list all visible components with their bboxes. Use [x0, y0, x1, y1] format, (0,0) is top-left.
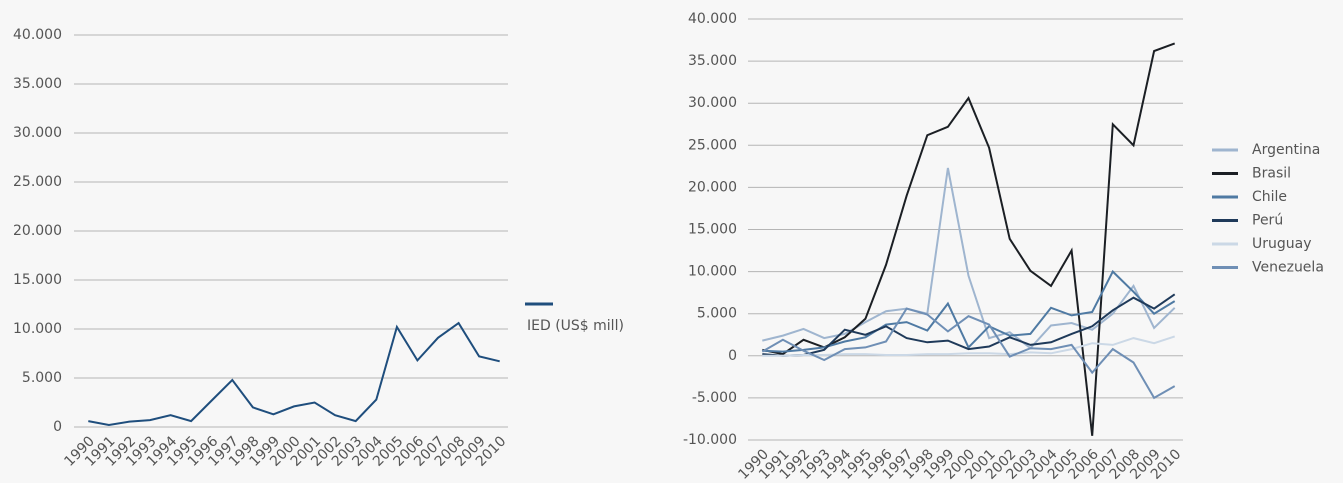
series-line: [762, 167, 1176, 350]
legend-label: Venezuela: [1252, 260, 1324, 276]
legend-label: Uruguay: [1252, 236, 1312, 252]
y-tick-label: 20.000: [13, 223, 62, 239]
legend-label: Perú: [1252, 213, 1283, 229]
y-tick-label: 25.000: [13, 174, 62, 190]
y-tick-label: 0: [53, 419, 62, 435]
y-tick-label: 25.000: [688, 137, 737, 153]
series-line: [761, 307, 1176, 400]
y-tick-label: -10.000: [683, 432, 737, 448]
legend-label: IED (US$ mill): [527, 318, 624, 334]
y-tick-label: 15.000: [13, 272, 62, 288]
series-line: [762, 269, 1176, 353]
series-line: [88, 321, 500, 427]
y-tick-label: 35.000: [13, 76, 62, 92]
y-tick-label: 5.000: [22, 370, 62, 386]
y-tick-label: 5.000: [697, 306, 737, 322]
y-tick-label: 40.000: [688, 11, 737, 27]
series-line: [762, 293, 1176, 357]
y-tick-label: 40.000: [13, 27, 62, 43]
y-tick-label: 35.000: [688, 53, 737, 69]
y-tick-label: 10.000: [688, 264, 737, 280]
series-line: [762, 335, 1176, 357]
legend-label: Brasil: [1252, 166, 1291, 182]
y-tick-label: -5.000: [692, 390, 737, 406]
series-line: [762, 42, 1176, 436]
legend-label: Argentina: [1252, 142, 1320, 158]
legend-label: Chile: [1252, 189, 1287, 205]
y-tick-label: 0: [728, 348, 737, 364]
y-tick-label: 10.000: [13, 321, 62, 337]
y-tick-label: 20.000: [688, 179, 737, 195]
y-tick-label: 15.000: [688, 222, 737, 238]
y-tick-label: 30.000: [13, 125, 62, 141]
y-tick-label: 30.000: [688, 95, 737, 111]
